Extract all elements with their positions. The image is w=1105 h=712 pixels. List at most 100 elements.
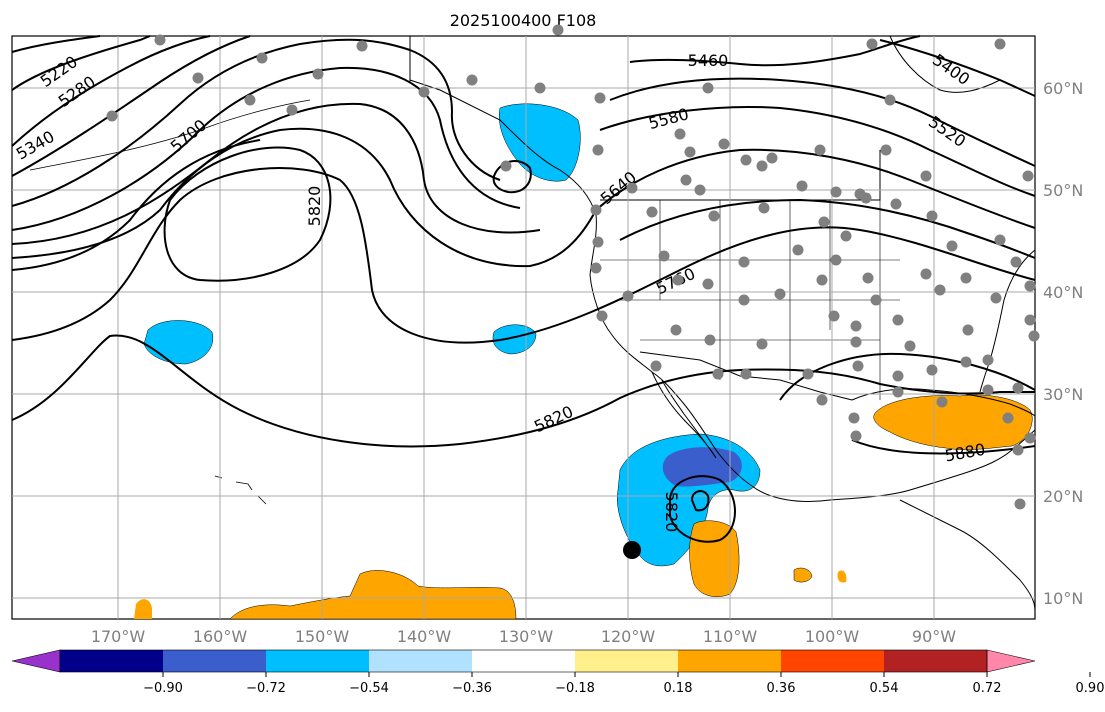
station-marker [702, 82, 714, 94]
station-marker [672, 274, 684, 286]
coast-gulf [851, 388, 1036, 417]
station-marker [312, 68, 324, 80]
lon-label-90w: 90°W [912, 627, 956, 646]
latitude-labels: 60°N 50°N 40°N 30°N 20°N 10°N [1043, 79, 1083, 608]
station-marker [766, 152, 778, 164]
station-marker [946, 240, 958, 252]
station-marker [850, 320, 862, 332]
lat-label-20n: 20°N [1043, 487, 1083, 506]
colorbar-tick-label: 0.90 [1076, 681, 1105, 696]
station-marker [840, 230, 852, 242]
colorbar-segment [678, 650, 782, 672]
contour-5820-main [11, 334, 1035, 448]
shade-pacific-blue-2 [492, 324, 537, 355]
station-marker [466, 74, 478, 86]
station-marker [708, 210, 720, 222]
station-marker [756, 338, 768, 350]
station-marker [418, 86, 430, 98]
station-marker [994, 234, 1006, 246]
station-marker [622, 290, 634, 302]
station-marker [1028, 330, 1040, 342]
station-marker [892, 314, 904, 326]
contour-5640-west [11, 127, 597, 268]
coast-east-us [979, 249, 1036, 393]
station-marker [870, 294, 882, 306]
station-marker [244, 94, 256, 106]
coast-baja [651, 371, 717, 459]
shade-south-orange-4 [837, 570, 847, 583]
station-marker [982, 354, 994, 366]
station-marker [994, 38, 1006, 50]
station-marker [106, 110, 118, 122]
station-marker [890, 198, 902, 210]
station-marker [792, 244, 804, 256]
contour-5400-west [11, 35, 251, 177]
station-marker [884, 94, 896, 106]
contour-label-5820-mexico: 5820 [662, 492, 681, 533]
colorbar-tick-label: 0.54 [870, 681, 899, 696]
coastlines [29, 35, 1036, 611]
station-marker [818, 216, 830, 228]
station-marker [256, 52, 268, 64]
station-marker [852, 360, 864, 372]
station-marker [740, 154, 752, 166]
contour-5700 [11, 139, 261, 271]
station-marker [936, 396, 948, 408]
station-marker [926, 364, 938, 376]
station-marker [590, 262, 602, 274]
station-marker [1024, 280, 1036, 292]
station-marker [694, 184, 706, 196]
coast-central-america [899, 499, 1036, 611]
station-marker [880, 144, 892, 156]
station-marker [830, 186, 842, 198]
station-marker [774, 288, 786, 300]
shade-south-orange-3 [793, 567, 813, 583]
lat-label-40n: 40°N [1043, 283, 1083, 302]
map-panel: 5220 5280 5340 5400 5460 5520 5580 5640 … [11, 24, 1040, 620]
colorbar-segment [884, 650, 988, 672]
lon-label-120w: 120°W [601, 627, 656, 646]
station-marker [920, 170, 932, 182]
station-markers [106, 24, 1040, 510]
shade-gulf-orange [873, 394, 1033, 450]
colorbar-segment [472, 650, 576, 672]
station-marker [796, 180, 808, 192]
station-marker [738, 256, 750, 268]
contour-5220 [11, 35, 101, 53]
colorbar-tick-label: −0.36 [452, 681, 492, 696]
station-marker [534, 82, 546, 94]
lon-label-110w: 110°W [703, 627, 758, 646]
station-marker [860, 192, 872, 204]
station-marker [1024, 314, 1036, 326]
shade-pacific-blue-1 [143, 320, 214, 365]
contour-alaska-closed [492, 160, 532, 194]
station-marker [816, 394, 828, 406]
station-marker [848, 412, 860, 424]
colorbar-tick-label: 0.18 [664, 681, 693, 696]
contour-5640-east [595, 148, 1036, 229]
lat-label-30n: 30°N [1043, 385, 1083, 404]
contour-5340 [11, 35, 211, 147]
station-marker [356, 40, 368, 52]
colorbar-outline [59, 649, 988, 673]
colorbar-segment [266, 650, 370, 672]
station-marker [828, 310, 840, 322]
lat-label-10n: 10°N [1043, 589, 1083, 608]
station-marker [990, 292, 1002, 304]
station-marker [934, 284, 946, 296]
lon-label-160w: 160°W [193, 627, 248, 646]
station-marker [758, 202, 770, 214]
station-marker [1024, 432, 1036, 444]
station-marker [816, 274, 828, 286]
colorbar-tick-label: −0.72 [246, 681, 286, 696]
station-marker [756, 160, 768, 172]
colorbar-tick-label: −0.90 [143, 681, 183, 696]
station-marker [814, 144, 826, 156]
contour-label-5460: 5460 [688, 51, 729, 70]
station-marker [926, 210, 938, 222]
shade-mexico-orange [689, 520, 740, 597]
station-marker [712, 368, 724, 380]
station-marker [892, 370, 904, 382]
station-marker [866, 38, 878, 50]
